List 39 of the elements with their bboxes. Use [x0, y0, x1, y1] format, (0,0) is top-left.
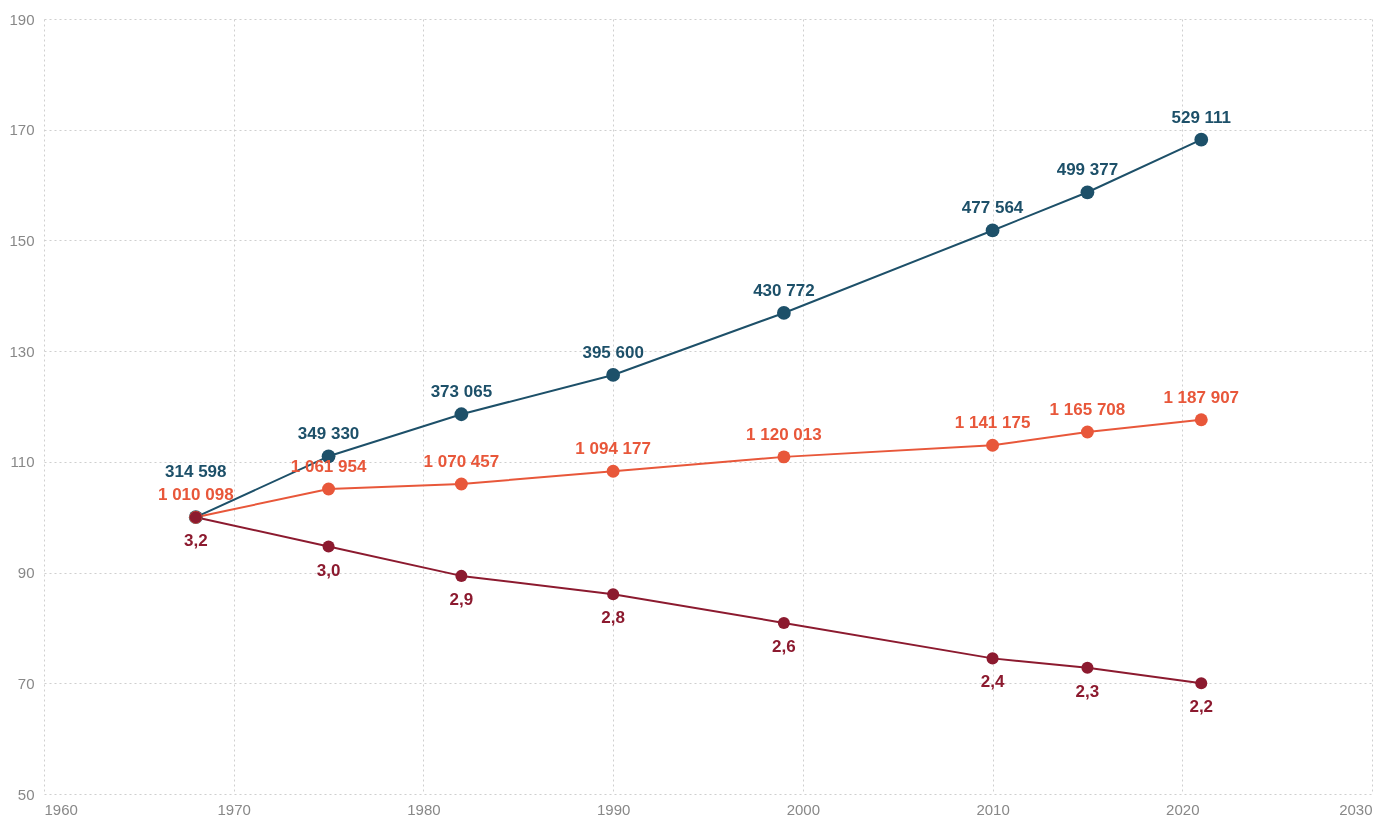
annotation: 373 065	[430, 382, 493, 402]
annotation: 395 600	[582, 342, 644, 362]
x-tick-label: 2020	[1166, 800, 1200, 818]
y-tick-label: 150	[9, 231, 35, 249]
annotation: 477 564	[961, 198, 1024, 218]
x-tick-label: 1960	[44, 800, 78, 818]
annotation: 1 010 098	[157, 485, 234, 505]
annotation: 499 377	[1056, 160, 1119, 180]
annotation: 2,6	[772, 636, 796, 656]
annotation: 2,8	[601, 608, 625, 628]
annotation: 1 094 177	[575, 439, 651, 459]
annotation: 1 070 457	[423, 452, 500, 471]
y-tick-label: 90	[17, 564, 35, 582]
annotation: 349 330	[297, 424, 360, 444]
y-tick-label: 190	[9, 10, 35, 28]
y-tick-label: 70	[17, 674, 35, 692]
annotation: 1 165 708	[1049, 399, 1126, 419]
x-tick-label: 2000	[786, 800, 821, 818]
annotation: 529 111	[1171, 107, 1232, 127]
x-tick-label: 1980	[407, 800, 441, 818]
y-tick-label: 50	[17, 785, 35, 803]
x-tick-label: 2030	[1339, 800, 1373, 818]
annotation: 430 772	[753, 280, 815, 300]
annotation: 314 598	[165, 462, 227, 482]
x-tick-label: 2010	[976, 800, 1010, 818]
annotation: 2,4	[980, 672, 1005, 692]
annotation: 1 141 175	[954, 413, 1031, 433]
x-tick-label: 1990	[596, 800, 631, 818]
y-tick-label: 170	[9, 121, 35, 139]
y-tick-label: 110	[10, 453, 35, 471]
y-tick-label: 130	[9, 342, 35, 360]
annotation: 3,2	[183, 531, 208, 551]
annotation: 1 187 907	[1163, 387, 1240, 407]
x-tick-label: 1970	[217, 800, 251, 818]
annotation: 2,3	[1075, 681, 1100, 701]
annotation: 3,0	[316, 560, 341, 580]
annotation: 2,9	[449, 589, 474, 609]
annotation: 1 120 013	[746, 424, 822, 444]
annotation: 2,2	[1189, 697, 1214, 717]
